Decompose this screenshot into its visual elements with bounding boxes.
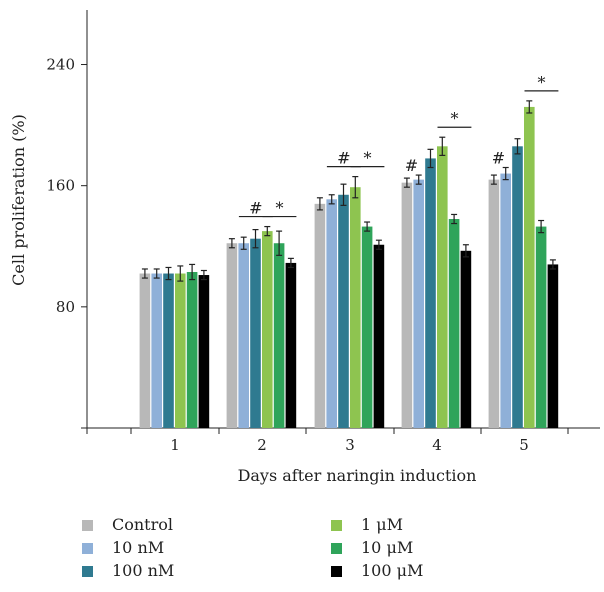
significance-label: # [337, 149, 350, 168]
legend-label: 10 nM [112, 538, 164, 557]
x-tick-label: 1 [170, 436, 180, 454]
bar [488, 179, 500, 428]
legend-item: 100 μM [331, 561, 423, 580]
legend-label: 10 μM [361, 538, 413, 557]
bar [460, 250, 472, 428]
legend-label: Control [112, 515, 173, 534]
significance-label: # [492, 149, 505, 168]
bar [273, 243, 285, 428]
y-tick-label: 240 [46, 56, 75, 74]
bar [425, 158, 436, 428]
x-tick-label: 3 [345, 436, 355, 454]
bar [151, 273, 162, 428]
bar [448, 219, 460, 428]
bar [262, 231, 273, 428]
bar [326, 199, 337, 428]
significance-annotations: # * # * # * # * [238, 73, 559, 218]
bar [524, 106, 535, 428]
bar [226, 243, 238, 428]
bar [373, 244, 385, 428]
bar [314, 203, 326, 428]
bar [338, 194, 349, 428]
y-tick-label: 160 [46, 177, 75, 195]
legend-swatch [82, 543, 93, 554]
legend-item: Control [82, 515, 173, 534]
bar [401, 182, 413, 428]
legend-swatch [82, 566, 93, 577]
x-tick-label: 5 [519, 436, 529, 454]
bar [547, 264, 559, 428]
legend-item: 100 nM [82, 561, 174, 580]
legend-swatch [331, 520, 342, 531]
significance-label: # [249, 199, 262, 218]
significance-label: * [450, 109, 458, 128]
significance-label: * [275, 199, 283, 218]
legend-item: 10 nM [82, 538, 164, 557]
bar [361, 226, 373, 428]
bar [285, 262, 297, 428]
legend-label: 1 μM [361, 515, 403, 534]
legend-swatch [82, 520, 93, 531]
bar [163, 273, 174, 428]
significance-label: * [537, 73, 545, 92]
bar [413, 179, 424, 428]
significance-label: # [405, 156, 418, 175]
x-tick-label: 2 [257, 436, 267, 454]
bar [139, 273, 151, 428]
chart-legend: Control 10 nM 100 nM 1 μM 10 μM 100 μM [82, 515, 423, 580]
chart-bars [139, 100, 559, 428]
bar [198, 275, 210, 428]
bar [350, 187, 361, 428]
bar [186, 272, 198, 428]
y-tick-label: 80 [56, 298, 75, 316]
bar [437, 146, 448, 428]
bar [500, 173, 511, 428]
x-axis-title: Days after naringin induction [238, 466, 477, 485]
bar [512, 146, 523, 428]
x-tick-label: 4 [432, 436, 442, 454]
legend-label: 100 nM [112, 561, 174, 580]
y-axis-title: Cell proliferation (%) [9, 114, 28, 286]
bar [175, 273, 186, 428]
legend-item: 1 μM [331, 515, 403, 534]
bar [535, 226, 547, 428]
bar [238, 243, 249, 428]
legend-swatch [331, 566, 342, 577]
legend-item: 10 μM [331, 538, 413, 557]
significance-label: * [363, 149, 371, 168]
legend-label: 100 μM [361, 561, 423, 580]
bar [250, 238, 261, 428]
legend-swatch [331, 543, 342, 554]
